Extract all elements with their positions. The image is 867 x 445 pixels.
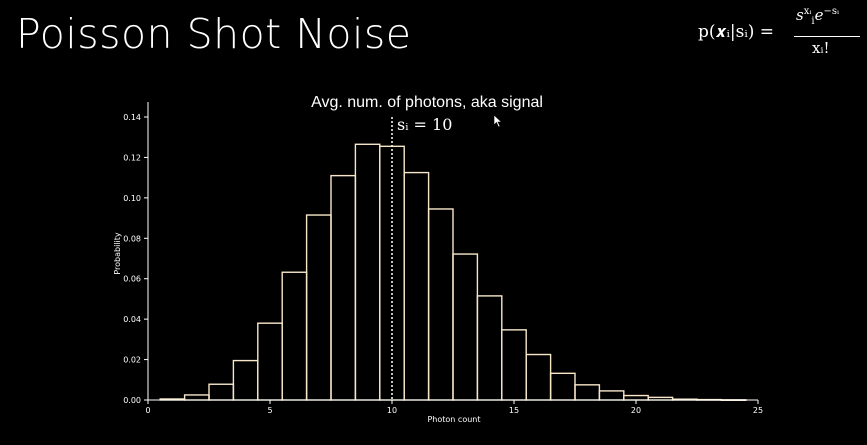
poisson-formula: p(𝒙ᵢ|sᵢ) = sxᵢie−sᵢ xᵢ! — [698, 6, 863, 64]
y-tick-label: 0.06 — [123, 275, 141, 284]
formula-numerator-exp: e — [814, 6, 824, 24]
histogram-bar — [403, 171, 430, 401]
x-tick-label: 15 — [509, 406, 519, 415]
histogram-bar — [330, 174, 357, 401]
histogram-bar — [281, 271, 308, 401]
formula-fraction-line — [794, 36, 860, 37]
x-tick-label: 25 — [753, 406, 763, 415]
x-axis-label: Photon count — [427, 415, 480, 424]
y-tick-label: 0.08 — [123, 234, 141, 243]
histogram-bar — [354, 143, 381, 401]
histogram-bar — [476, 295, 503, 401]
y-tick-label: 0.02 — [123, 356, 141, 365]
histogram-bar — [257, 322, 283, 401]
histogram-bar — [305, 214, 332, 401]
histogram-bar — [525, 353, 552, 401]
mouse-pointer-icon — [493, 114, 503, 128]
formula-numerator: sxᵢie−sᵢ — [796, 6, 839, 27]
y-tick-label: 0.00 — [123, 396, 141, 405]
x-tick-label: 10 — [387, 406, 397, 415]
y-tick-label: 0.10 — [123, 194, 141, 203]
histogram-bars — [159, 143, 747, 401]
histogram-bar — [598, 390, 625, 401]
annotation-title: Avg. num. of photons, aka signal — [311, 94, 543, 111]
histogram-bar — [427, 208, 454, 401]
histogram-bar — [501, 329, 527, 401]
formula-numerator-sub: i — [811, 16, 815, 27]
formula-numerator-base: s — [796, 6, 804, 24]
formula-denominator: xᵢ! — [812, 39, 830, 57]
signal-label: sᵢ = 10 — [397, 115, 452, 134]
formula-numerator-sup: xᵢ — [803, 6, 812, 17]
x-axis-ticks: 0 5 10 15 20 25 — [145, 400, 763, 415]
histogram-bar — [183, 394, 210, 401]
formula-lhs: p(𝒙ᵢ|sᵢ) = — [698, 22, 775, 42]
histogram-bar — [549, 372, 576, 401]
x-tick-label: 20 — [631, 406, 641, 415]
y-tick-label: 0.04 — [123, 315, 141, 324]
y-axis-ticks: 0.00 0.02 0.04 0.06 0.08 0.10 0.12 0.14 — [123, 113, 148, 405]
y-tick-label: 0.12 — [123, 153, 141, 162]
histogram-bar — [232, 359, 259, 401]
y-axis-label: Probability — [113, 232, 122, 275]
histogram-bar — [623, 394, 649, 401]
y-tick-label: 0.14 — [123, 113, 141, 122]
histogram-bar — [208, 383, 235, 401]
x-tick-label: 0 — [145, 406, 150, 415]
formula-numerator-exp-sup: −sᵢ — [823, 6, 839, 17]
histogram-bar — [574, 384, 601, 401]
slide-title: Poisson Shot Noise — [16, 10, 412, 58]
x-tick-label: 5 — [267, 406, 272, 415]
histogram-bar — [452, 253, 479, 401]
